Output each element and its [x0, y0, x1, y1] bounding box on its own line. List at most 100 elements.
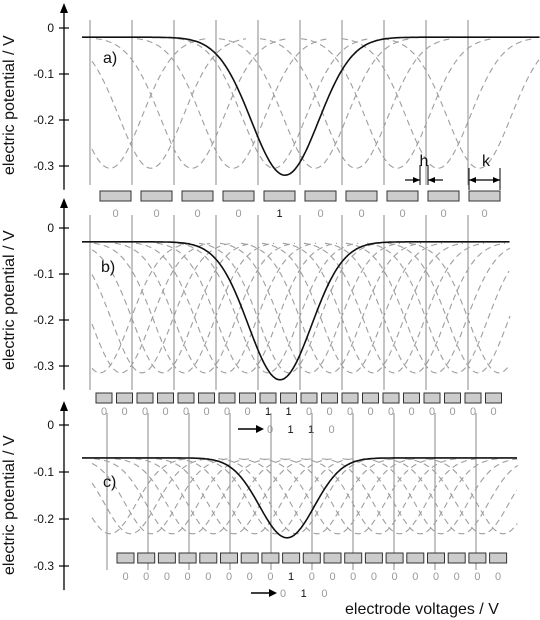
electrode-voltage: 0: [412, 571, 418, 583]
electrode-voltage: 0: [121, 406, 127, 418]
basis-potential-dashed: [342, 458, 499, 535]
basis-potential-dashed: [259, 38, 453, 169]
y-tick-label: -0.1: [33, 67, 54, 81]
electrode-voltage: 1: [288, 571, 294, 583]
electrode: [282, 552, 301, 564]
basis-potential-dashed: [366, 242, 510, 374]
electrode: [181, 190, 214, 202]
electrode-voltage: 0: [309, 571, 315, 583]
basis-potential-dashed: [198, 242, 380, 374]
electrode-voltage: 0: [392, 571, 398, 583]
electrode: [385, 552, 404, 564]
electrode: [116, 552, 135, 564]
electrode-voltage: 0: [267, 571, 273, 583]
electrode: [177, 392, 195, 404]
electrode: [157, 392, 174, 404]
basis-potential-dashed: [261, 242, 443, 374]
electrode: [116, 392, 133, 404]
electrode-voltage: 0: [122, 571, 128, 583]
electrode: [157, 552, 176, 564]
electrode: [222, 190, 255, 202]
electrode: [302, 552, 321, 564]
electrode-voltage: 1: [276, 208, 282, 220]
y-axis-label-c: electric potential / V: [1, 435, 18, 575]
basis-potential-dashed: [114, 242, 296, 374]
electrode-voltage: 0: [142, 406, 148, 418]
electrode-voltage: 0: [358, 208, 364, 220]
basis-potential-dashed: [218, 458, 375, 535]
dim-h-arrowhead: [428, 177, 435, 183]
basis-potential-dashed: [219, 242, 401, 374]
electrode-voltage: 0: [224, 406, 230, 418]
dim-h-arrowhead: [413, 177, 420, 183]
electrode-voltage: 0: [185, 571, 191, 583]
electrode: [468, 552, 487, 564]
electrode-voltage: 0: [429, 406, 435, 418]
electrode: [423, 392, 441, 404]
electrode-voltage: 0: [371, 571, 377, 583]
electrode-voltage: 0: [317, 208, 323, 220]
electrode: [362, 392, 379, 404]
electrode: [464, 392, 482, 404]
y-axis-arrow: [60, 3, 68, 13]
dim-k-arrowhead: [493, 177, 500, 183]
y-tick-label: 0: [47, 418, 54, 432]
basis-potential-dashed: [341, 38, 535, 169]
shift-voltage: 1: [301, 588, 307, 600]
panel-label: a): [103, 50, 117, 67]
electrode-voltage: 0: [183, 406, 189, 418]
potential-curve: [82, 36, 540, 177]
dim-k-arrowhead: [469, 177, 476, 183]
electrode: [382, 392, 400, 404]
shift-voltage: 0: [328, 424, 334, 436]
electrode-voltage: 0: [481, 208, 487, 220]
electrode-voltage: 0: [203, 406, 209, 418]
basis-potential-dashed: [91, 242, 211, 374]
dim-h-label: h: [420, 153, 429, 170]
shift-arrow-head: [269, 589, 277, 597]
y-tick-label: -0.3: [33, 359, 54, 373]
electrode: [321, 392, 338, 404]
basis-potential-dashed: [425, 458, 518, 535]
electrode: [220, 552, 238, 564]
basis-potential-dashed: [404, 458, 518, 535]
basis-potential-dashed: [259, 458, 416, 535]
electrode-voltage: 0: [247, 571, 253, 583]
y-tick-label: -0.1: [33, 267, 54, 281]
electrode: [137, 552, 156, 564]
basis-potential-dashed: [156, 242, 338, 374]
basis-potential-dashed: [91, 242, 253, 374]
electrode: [280, 392, 297, 404]
electrode-voltage: 0: [162, 406, 168, 418]
electrode-voltage: 0: [112, 208, 118, 220]
basis-potential-dashed: [177, 38, 371, 169]
electrode-voltage: 0: [470, 406, 476, 418]
electrode-voltage: 0: [474, 571, 480, 583]
electrode: [341, 392, 359, 404]
electrode: [198, 392, 215, 404]
electrode: [261, 552, 280, 564]
basis-potential-dashed: [197, 458, 354, 535]
basis-potential-dashed: [136, 38, 330, 169]
x-axis-label: electrode voltages / V: [345, 601, 499, 618]
basis-potential-dashed: [91, 458, 209, 535]
basis-potential-dashed: [93, 242, 275, 374]
basis-potential-dashed: [238, 458, 396, 535]
electrode: [178, 552, 197, 564]
electrode: [240, 552, 259, 564]
electrode-voltage: 0: [235, 208, 241, 220]
y-tick-label: -0.2: [33, 113, 54, 127]
electrode-voltage: 0: [449, 406, 455, 418]
electrode-voltage: 0: [399, 208, 405, 220]
basis-potential-dashed: [383, 458, 519, 535]
y-tick-label: -0.2: [33, 313, 54, 327]
electrode: [344, 552, 363, 564]
basis-potential-dashed: [324, 242, 506, 374]
electrode-voltage: 0: [194, 208, 200, 220]
dim-k-label: k: [482, 153, 491, 170]
electrode-voltage: 0: [153, 208, 159, 220]
y-axis-arrow: [60, 198, 68, 208]
electrode-voltage: 0: [388, 406, 394, 418]
basis-potential-dashed: [91, 458, 189, 535]
electrode: [427, 552, 445, 564]
